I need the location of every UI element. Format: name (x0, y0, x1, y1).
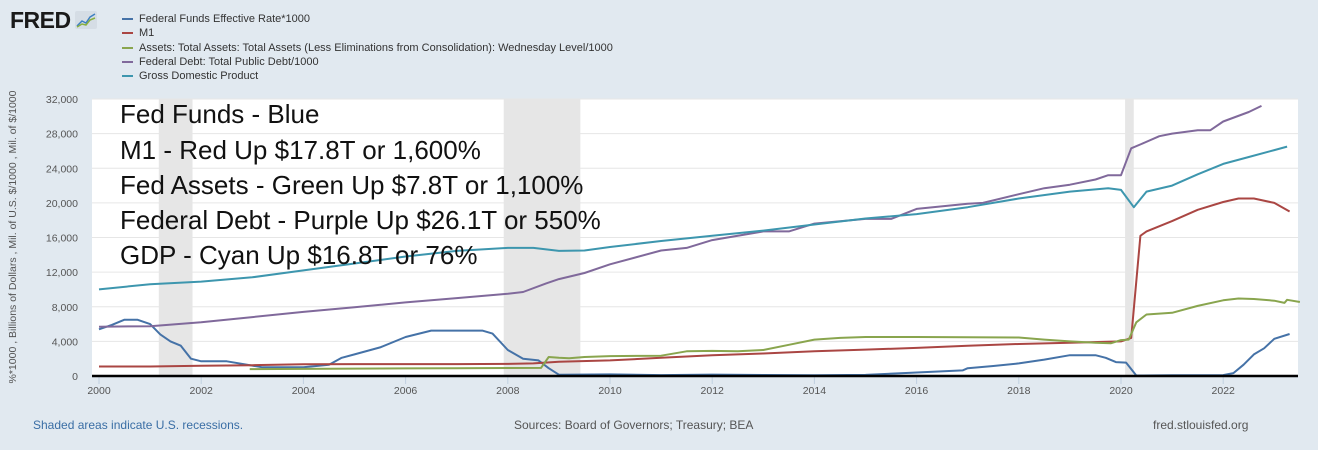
x-tick-label: 2000 (87, 385, 111, 397)
series-line-fedfunds[interactable] (98, 318, 1290, 377)
y-axis-label: %*1000 , Billions of Dollars , Mil. of U… (7, 90, 19, 384)
series-lines (98, 104, 1301, 377)
y-axis-ticks: 0 4,000 8,000 12,000 16,000 20,000 24,000 28,00… (46, 94, 78, 383)
logo-text: FRED (10, 6, 71, 33)
x-tick-label: 2014 (803, 385, 827, 397)
annotation-line: Fed Funds - Blue (120, 99, 319, 129)
x-tick-label: 2018 (1007, 385, 1031, 397)
annotation-line: Fed Assets - Green Up $7.8T or 1,100% (120, 170, 583, 200)
legend-swatch-gdp (122, 75, 133, 78)
legend-label: Gross Domestic Product (139, 70, 259, 83)
y-tick-label: 8,000 (52, 302, 78, 314)
annotation-line: Federal Debt - Purple Up $26.1T or 550% (120, 205, 601, 235)
legend-item-debt[interactable]: Federal Debt: Total Public Debt/1000 (122, 55, 613, 69)
legend-swatch-assets (122, 46, 133, 49)
x-tick-label: 2012 (701, 385, 725, 397)
sources-text: Sources: Board of Governors; Treasury; B… (514, 418, 754, 432)
y-tick-label: 32,000 (46, 94, 78, 106)
recession-note-link[interactable]: Shaded areas indicate U.S. recessions. (33, 418, 244, 432)
y-tick-label: 24,000 (46, 163, 78, 175)
x-tick-label: 2020 (1109, 385, 1133, 397)
legend-item-m1[interactable]: M1 (122, 26, 613, 40)
legend-label: Assets: Total Assets: Total Assets (Less… (139, 41, 613, 54)
annotation-line: GDP - Cyan Up $16.8T or 76% (120, 240, 477, 270)
y-tick-label: 12,000 (46, 267, 78, 279)
legend-swatch-debt (122, 61, 133, 64)
fred-chart-icon (74, 11, 97, 29)
y-tick-label: 0 (72, 371, 78, 383)
legend-item-fedfunds[interactable]: Federal Funds Effective Rate*1000 (122, 12, 613, 26)
series-line-m1[interactable] (99, 197, 1291, 368)
y-tick-label: 4,000 (52, 336, 78, 348)
legend-label: Federal Funds Effective Rate*1000 (139, 13, 311, 25)
legend-item-assets[interactable]: Assets: Total Assets: Total Assets (Less… (122, 41, 613, 55)
y-tick-label: 16,000 (46, 233, 78, 245)
y-tick-label: 28,000 (46, 129, 78, 141)
x-tick-label: 2008 (496, 385, 520, 397)
x-tick-label: 2010 (598, 385, 622, 397)
legend-item-gdp[interactable]: Gross Domestic Product (122, 69, 613, 83)
site-link[interactable]: fred.stlouisfed.org (1153, 418, 1249, 432)
x-axis-ticks: 2000 2002 2004 2006 2008 2010 2012 2014 2016 2018… (87, 376, 1235, 397)
fred-logo[interactable]: FRED (10, 6, 97, 33)
y-tick-label: 20,000 (46, 198, 78, 210)
series-line-assets[interactable] (249, 297, 1301, 371)
x-tick-label: 2022 (1212, 385, 1236, 397)
x-tick-label: 2016 (905, 385, 929, 397)
series-line-gdp[interactable] (98, 145, 1288, 291)
annotation-line: M1 - Red Up $17.8T or 1,600% (120, 135, 481, 165)
legend-label: Federal Debt: Total Public Debt/1000 (139, 55, 319, 68)
legend-swatch-fedfunds (122, 18, 133, 21)
x-tick-label: 2002 (190, 385, 214, 397)
legend-label: M1 (139, 27, 155, 40)
legend-swatch-m1 (122, 32, 133, 35)
x-tick-label: 2006 (394, 385, 418, 397)
x-tick-label: 2004 (292, 385, 316, 397)
chart-legend: Federal Funds Effective Rate*1000 M1 Ass… (122, 12, 613, 83)
annotation-text-block: Fed Funds - Blue M1 - Red Up $17.8T or 1… (120, 99, 601, 270)
